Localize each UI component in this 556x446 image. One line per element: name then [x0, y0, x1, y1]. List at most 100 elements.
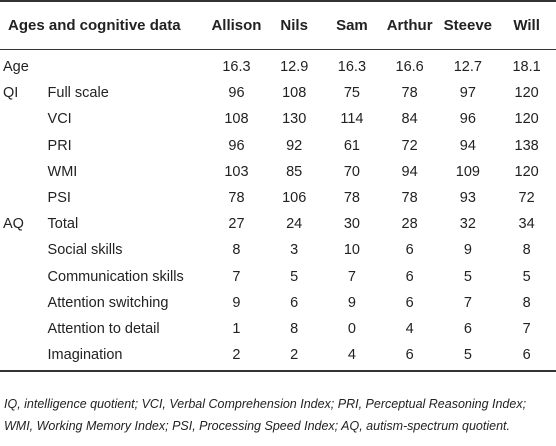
- table-cell-value: 24: [286, 216, 303, 233]
- table-row: Attention to detail 1 8 0 4 6 7: [0, 316, 556, 342]
- row-group-label: [0, 133, 43, 159]
- row-measure-label: WMI: [47, 163, 78, 180]
- column-header-sam: Sam: [323, 0, 381, 50]
- row-measure-label: VCI: [47, 111, 72, 128]
- row-group-label: [0, 342, 43, 373]
- table-body: Age 16.3 12.9 16.3 16.6 12.7 18.1 QI Full scale 9…: [0, 50, 556, 373]
- table-cell-value: 78: [401, 190, 418, 207]
- row-measure-label: PRI: [47, 137, 72, 154]
- table-cell-value: 108: [282, 85, 307, 102]
- table-cell-value: 2: [207, 342, 266, 373]
- table-cell-value: 130: [282, 111, 307, 128]
- table-cell-value: 106: [282, 190, 307, 207]
- table-cell-value: 108: [224, 111, 249, 128]
- table-cell-value: 97: [459, 85, 476, 102]
- table-cell-value: 78: [228, 190, 245, 207]
- table-cell-value: 9: [347, 294, 356, 311]
- table-header: Ages and cognitive data Allison Nils Sam…: [0, 0, 556, 50]
- table-footnote: IQ, intelligence quotient; VCI, Verbal C…: [4, 397, 527, 433]
- table-cell-value: 0: [347, 320, 356, 337]
- row-group-label: [0, 290, 43, 316]
- table-row: VCI 108 130 114 84 96 120: [0, 106, 556, 132]
- table-cell-value: 7: [232, 268, 241, 285]
- table-cell-value: 2: [265, 342, 324, 373]
- row-measure-label: Imagination: [42, 342, 208, 373]
- table-cell-value: 6: [405, 268, 414, 285]
- table-cell-value: 34: [518, 216, 535, 233]
- table-cell-value: 6: [380, 342, 439, 373]
- table-row: WMI 103 85 70 94 109 120: [0, 159, 556, 185]
- table-cell-value: 93: [459, 190, 476, 207]
- table-cell-value: 5: [522, 268, 531, 285]
- table-cell-value: 72: [401, 137, 418, 154]
- table-cell-value: 16.6: [395, 59, 424, 76]
- table-cell-value: 6: [290, 294, 299, 311]
- row-measure-label: Social skills: [47, 242, 123, 259]
- row-measure-label: Attention to detail: [47, 320, 160, 337]
- table-cell-value: 8: [290, 320, 299, 337]
- table-cell-value: 96: [228, 137, 245, 154]
- table-cell-value: 78: [401, 85, 418, 102]
- table-cell-value: 120: [514, 111, 539, 128]
- column-header-allison: Allison: [207, 0, 266, 50]
- table-row: PRI 96 92 61 72 94 138: [0, 133, 556, 159]
- table-row: QI Full scale 96 108 75 78 97 120: [0, 80, 556, 106]
- row-group-label: [0, 106, 43, 132]
- row-group-label: QI: [3, 85, 19, 102]
- table-row: Age 16.3 12.9 16.3 16.6 12.7 18.1: [0, 50, 556, 81]
- table-cell-value: 12.9: [280, 59, 309, 76]
- table-cell-value: 16.3: [337, 59, 367, 76]
- table-cell-value: 85: [286, 163, 303, 180]
- table-cell-value: 7: [347, 268, 356, 285]
- cognitive-data-table-container: Ages and cognitive data Allison Nils Sam…: [0, 0, 556, 373]
- table-row: PSI 78 106 78 78 93 72: [0, 185, 556, 211]
- row-group-label: [0, 185, 43, 211]
- table-cell-value: 94: [459, 137, 476, 154]
- table-cell-value: 92: [286, 137, 303, 154]
- table-cell-value: 30: [343, 216, 360, 233]
- table-cell-value: 6: [497, 342, 556, 373]
- table-cell-value: 5: [438, 342, 498, 373]
- table-cell-value: 16.3: [222, 59, 251, 76]
- table-cell-value: 72: [518, 190, 535, 207]
- cognitive-data-table: Ages and cognitive data Allison Nils Sam…: [0, 0, 556, 373]
- table-cell-value: 9: [232, 294, 241, 311]
- table-cell-value: 84: [401, 111, 418, 128]
- table-cell-value: 61: [343, 137, 360, 154]
- table-cell-value: 114: [340, 111, 364, 128]
- table-cell-value: 28: [401, 216, 418, 233]
- row-group-label: [0, 237, 43, 263]
- table-cell-value: 103: [224, 163, 249, 180]
- table-cell-value: 6: [463, 320, 472, 337]
- table-row: Attention switching 9 6 9 6 7 8: [0, 290, 556, 316]
- column-header-will: Will: [497, 0, 556, 50]
- row-group-label: [0, 264, 43, 290]
- table-cell-value: 8: [232, 242, 241, 259]
- row-group-label: Age: [3, 59, 29, 76]
- table-cell-value: 3: [290, 242, 299, 259]
- table-cell-value: 96: [228, 85, 245, 102]
- table-cell-value: 109: [455, 163, 480, 180]
- table-cell-value: 18.1: [512, 59, 541, 76]
- table-cell-value: 10: [343, 242, 360, 259]
- row-measure-label: Communication skills: [47, 268, 184, 285]
- column-header-arthur: Arthur: [380, 0, 439, 50]
- table-row: Imagination 2 2 4 6 5 6: [0, 342, 556, 373]
- column-header-nils: Nils: [265, 0, 324, 50]
- table-cell-value: 12.7: [453, 59, 482, 76]
- header-row: Ages and cognitive data Allison Nils Sam…: [0, 0, 556, 50]
- table-cell-value: 8: [522, 242, 531, 259]
- table-cell-value: 5: [463, 268, 472, 285]
- table-cell-value: 7: [463, 294, 472, 311]
- table-cell-value: 75: [343, 85, 360, 102]
- row-measure-label: Full scale: [47, 85, 109, 102]
- table-title: Ages and cognitive data: [0, 0, 208, 50]
- table-cell-value: 6: [405, 242, 414, 259]
- table-cell-value: 1: [232, 320, 241, 337]
- table-cell-value: 138: [514, 137, 539, 154]
- table-cell-value: 94: [401, 163, 418, 180]
- table-cell-value: 120: [514, 163, 539, 180]
- table-cell-value: 27: [228, 216, 245, 233]
- row-group-label: [0, 159, 43, 185]
- table-cell-value: 4: [323, 342, 381, 373]
